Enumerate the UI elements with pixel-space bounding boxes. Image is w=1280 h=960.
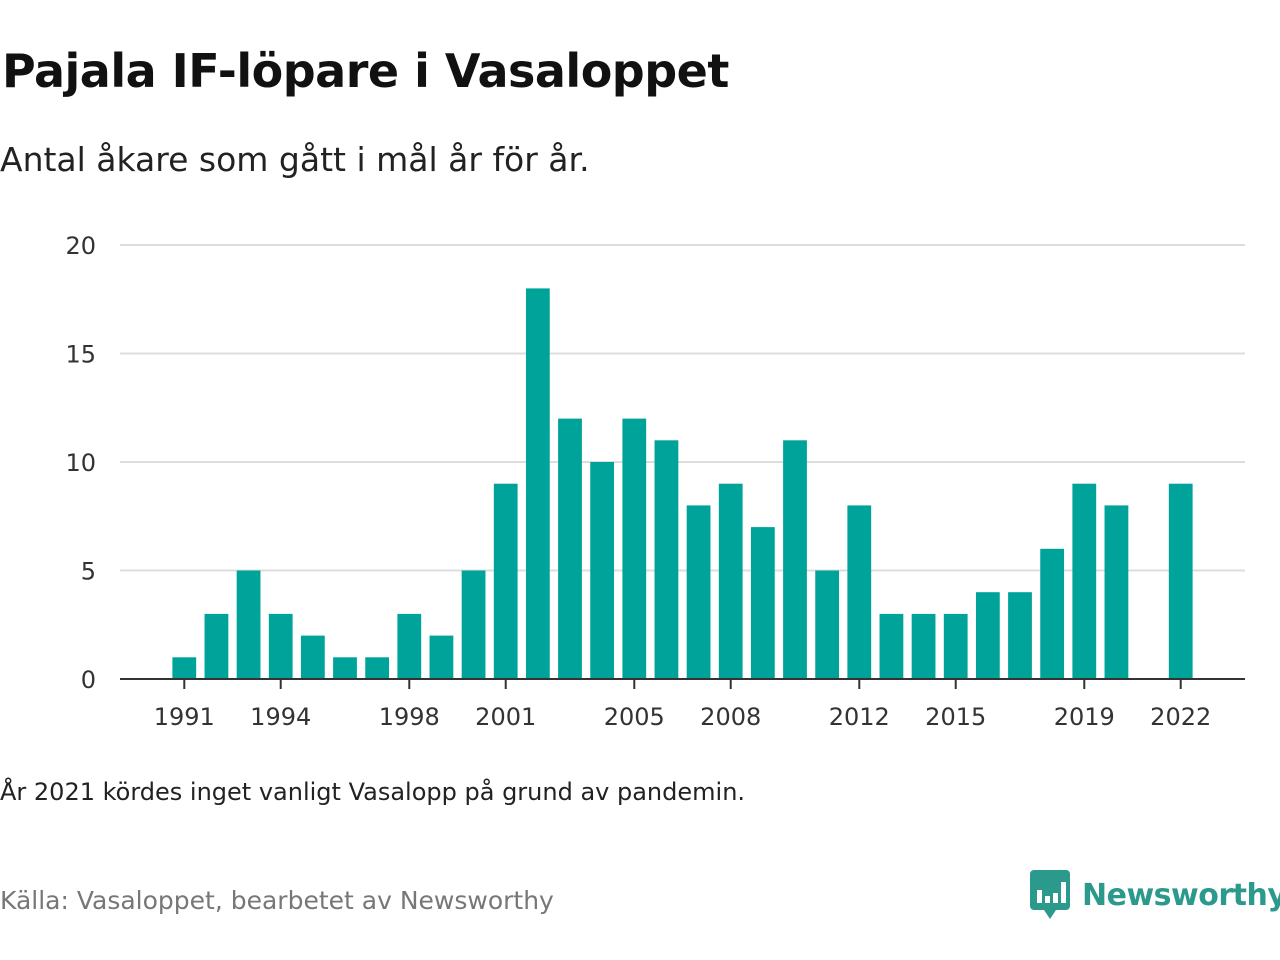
bar: [847, 505, 872, 679]
bar: [1008, 592, 1032, 679]
chart-note: År 2021 kördes inget vanligt Vasalopp på…: [0, 778, 746, 806]
x-tick-label: 2012: [829, 703, 890, 731]
y-tick-label: 20: [65, 232, 96, 260]
bar: [558, 418, 582, 679]
newsworthy-logo: Newsworthy: [1030, 870, 1280, 920]
source-credit: Källa: Vasaloppet, bearbetet av Newswort…: [0, 886, 554, 915]
bar: [204, 613, 229, 679]
y-axis-ticks: 0 5 10 15 20: [65, 232, 96, 694]
bar: [365, 657, 390, 679]
bar: [622, 418, 647, 679]
bar: [718, 483, 743, 679]
bar: [943, 613, 968, 679]
x-tick-label: 1994: [250, 703, 311, 731]
x-tick-label: 1991: [154, 703, 215, 731]
bar: [236, 570, 261, 679]
x-tick-label: 2008: [700, 703, 761, 731]
x-tick-label: 2015: [925, 703, 986, 731]
bar: [1168, 483, 1193, 679]
bar: [815, 570, 840, 679]
bars: [172, 288, 1193, 679]
logo-text: Newsworthy: [1082, 877, 1280, 913]
bar: [1104, 505, 1129, 679]
x-axis: 1991 1994 1998 2001 2005 2008 2012 2015 2019 2022: [120, 678, 1245, 731]
bar: [654, 440, 679, 679]
y-tick-label: 15: [65, 341, 96, 369]
chart-title: Pajala IF-löpare i Vasaloppet: [2, 44, 729, 98]
bar: [300, 635, 325, 679]
x-tick-label: 2001: [475, 703, 536, 731]
bar: [1072, 483, 1097, 679]
bar-chart: 0 5 10 15 20 1991 1994 1998 2001 2005 2008 2012 201…: [65, 232, 1245, 731]
bar: [1040, 548, 1065, 679]
bar: [461, 570, 486, 679]
bar: [525, 288, 550, 679]
y-tick-label: 0: [81, 666, 96, 694]
bar: [879, 613, 904, 679]
bar: [750, 527, 775, 679]
bar: [590, 462, 615, 679]
bar: [686, 505, 711, 679]
x-tick-label: 2005: [604, 703, 665, 731]
x-tick-label: 2019: [1054, 703, 1115, 731]
bar: [429, 635, 454, 679]
bar: [493, 483, 518, 679]
bar: [333, 657, 357, 679]
x-tick-label: 2022: [1150, 703, 1211, 731]
y-tick-label: 10: [65, 449, 96, 477]
bar: [172, 657, 197, 679]
newsworthy-logo-icon: [1030, 870, 1070, 919]
bar: [911, 613, 936, 679]
x-tick-label: 1998: [379, 703, 440, 731]
bar: [783, 440, 807, 679]
y-tick-label: 5: [81, 558, 96, 586]
bar: [975, 592, 1000, 679]
bar: [268, 613, 293, 679]
bar: [397, 613, 422, 679]
chart-subtitle: Antal åkare som gått i mål år för år.: [0, 140, 590, 179]
